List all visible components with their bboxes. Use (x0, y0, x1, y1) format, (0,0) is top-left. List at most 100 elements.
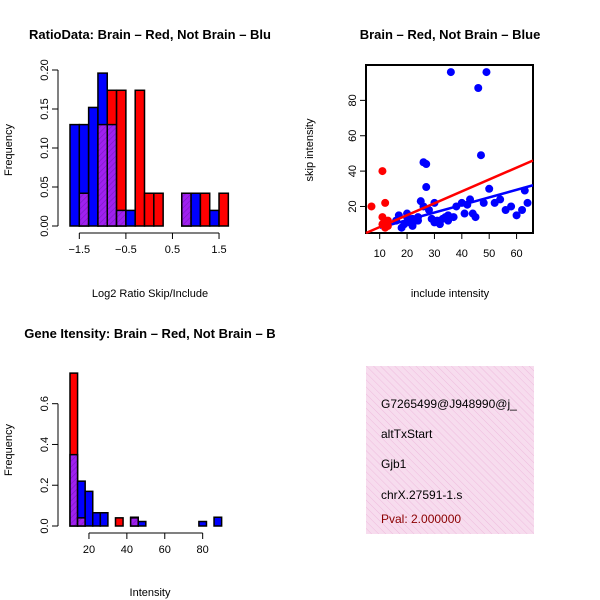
scatter-y-tick-label: 20 (347, 200, 359, 212)
ratio-histogram-axes: 0.00 0.05 0.10 0.15 0.20 −1.5 −0.5 0.5 1.5 (39, 59, 227, 256)
ratio-histogram-x-tick-label: 0.5 (165, 244, 180, 256)
ratio-histogram-x-tick-label: −0.5 (115, 244, 137, 256)
gene-intensity-axes: 0.0 0.2 0.4 0.6 20 40 60 80 (39, 396, 209, 556)
scatter-x-tick-label: 10 (374, 248, 386, 260)
scatter-point-not-brain (518, 206, 527, 215)
scatter-axes: 10 20 30 40 50 60 20 40 60 80 (347, 94, 523, 260)
gene-intensity-overlap-bar (129, 517, 139, 527)
scatter-y-tick-label: 80 (347, 94, 359, 106)
scatter-point-not-brain (474, 83, 483, 92)
ratio-histogram-bar (208, 209, 220, 227)
ratio-histogram-overlap-bar (78, 192, 90, 227)
ratio-histogram-overlap-bar (115, 209, 127, 227)
info-pval: Pval: 2.000000 (381, 512, 461, 526)
ratio-histogram-bar (199, 192, 211, 227)
gene-intensity-x-tick-label: 20 (83, 544, 95, 556)
scatter-point-not-brain (422, 183, 431, 192)
scatter-point-not-brain (471, 213, 480, 222)
ratio-histogram-bar (218, 192, 230, 227)
ratio-histogram-xlabel: Log2 Ratio Skip/Include (92, 288, 208, 300)
scatter-point-not-brain (446, 68, 455, 77)
info-id: G7265499@J948990@j_ (381, 397, 517, 411)
scatter-point-not-brain (485, 184, 494, 193)
info-locus: chrX.27591-1.s (381, 488, 462, 502)
info-event-type: altTxStart (381, 427, 433, 441)
scatter-x-tick-label: 20 (401, 248, 413, 260)
gene-intensity-overlap-bar (76, 517, 86, 527)
scatter-xlabel: include intensity (411, 288, 490, 300)
scatter-point-not-brain (482, 68, 491, 77)
scatter-point-not-brain (479, 198, 488, 207)
scatter-point-not-brain (430, 218, 439, 227)
gene-intensity-y-tick-label: 0.4 (39, 437, 51, 452)
info-panel-background (366, 366, 534, 534)
ratio-histogram-bar (190, 192, 202, 227)
scatter-y-tick-label: 60 (347, 130, 359, 142)
scatter-x-tick-label: 50 (483, 248, 495, 260)
scatter-point-not-brain (444, 216, 453, 225)
gene-intensity-x-tick-label: 60 (159, 544, 171, 556)
ratio-histogram-overlap-bar (106, 123, 118, 227)
ratio-histogram: RatioData: Brain – Red, Not Brain – Blu … (3, 27, 271, 300)
scatter-point-not-brain (424, 206, 433, 215)
gene-intensity-x-tick-label: 80 (197, 544, 209, 556)
gene-intensity-ylabel: Frequency (3, 424, 15, 476)
scatter-fit-line-brain (365, 159, 534, 235)
scatter-point-brain (381, 198, 390, 207)
ratio-histogram-bar (134, 89, 146, 227)
gene-intensity-bar (198, 520, 208, 527)
scatter-fit-line-not-brain (379, 184, 534, 229)
ratio-histogram-x-tick-label: −1.5 (68, 244, 90, 256)
scatter-point-brain (378, 167, 387, 176)
scatter-x-tick-label: 40 (456, 248, 468, 260)
gene-intensity-x-tick-label: 40 (121, 544, 133, 556)
scatter-point-not-brain (460, 209, 469, 218)
scatter-plot-box (365, 64, 534, 234)
intensity-scatter-title: Brain – Red, Not Brain – Blue (360, 27, 541, 42)
gene-intensity-overlap-bar (69, 453, 79, 527)
info-gene: Gjb1 (381, 457, 407, 471)
ratio-histogram-x-tick-label: 1.5 (211, 244, 226, 256)
scatter-x-tick-label: 60 (510, 248, 522, 260)
ratio-histogram-ylabel: Frequency (3, 124, 15, 176)
ratio-histogram-bar (143, 192, 155, 227)
gene-intensity-histogram: Gene Itensity: Brain – Red, Not Brain – … (3, 326, 276, 599)
gene-intensity-y-tick-label: 0.0 (39, 518, 51, 533)
ratio-histogram-y-tick-label: 0.15 (39, 98, 51, 119)
ratio-histogram-y-tick-label: 0.05 (39, 176, 51, 197)
scatter-point-not-brain (496, 195, 505, 204)
ratio-histogram-bar (69, 123, 81, 227)
gene-intensity-bar (99, 512, 109, 527)
info-panel: G7265499@J948990@j_ altTxStart Gjb1 chrX… (366, 366, 534, 534)
gene-intensity-xlabel: Intensity (130, 587, 171, 599)
ratio-histogram-overlap-bar (181, 192, 192, 227)
gene-intensity-bars (69, 372, 223, 527)
gene-intensity-y-tick-label: 0.6 (39, 396, 51, 411)
scatter-point-not-brain (507, 202, 516, 211)
scatter-point-not-brain (476, 151, 485, 160)
ratio-histogram-overlap-bar (97, 123, 109, 227)
ratio-histogram-y-tick-label: 0.20 (39, 59, 51, 80)
scatter-ylabel: skip intensity (304, 118, 316, 181)
scatter-x-tick-label: 30 (428, 248, 440, 260)
gene-intensity-y-tick-label: 0.2 (39, 478, 51, 493)
ratio-histogram-y-tick-label: 0.10 (39, 137, 51, 158)
ratio-histogram-bar (115, 89, 127, 227)
gene-intensity-bar (91, 512, 102, 527)
gene-intensity-title: Gene Itensity: Brain – Red, Not Brain – … (24, 326, 275, 341)
ratio-histogram-bars (69, 72, 230, 227)
gene-intensity-bar (114, 517, 124, 527)
intensity-scatter: Brain – Red, Not Brain – Blue 10 20 30 40 50… (304, 27, 540, 300)
gene-intensity-bar (84, 490, 94, 527)
ratio-histogram-bar (153, 192, 164, 227)
gene-intensity-bar (213, 516, 223, 527)
ratio-histogram-bar (87, 106, 99, 227)
scatter-point-not-brain (523, 198, 532, 207)
ratio-histogram-y-tick-label: 0.00 (39, 215, 51, 236)
scatter-point-brain (367, 202, 376, 211)
scatter-point-not-brain (512, 211, 521, 220)
scatter-points (365, 68, 534, 235)
ratio-histogram-bar (125, 209, 136, 227)
ratio-histogram-title: RatioData: Brain – Red, Not Brain – Blu (29, 27, 271, 42)
